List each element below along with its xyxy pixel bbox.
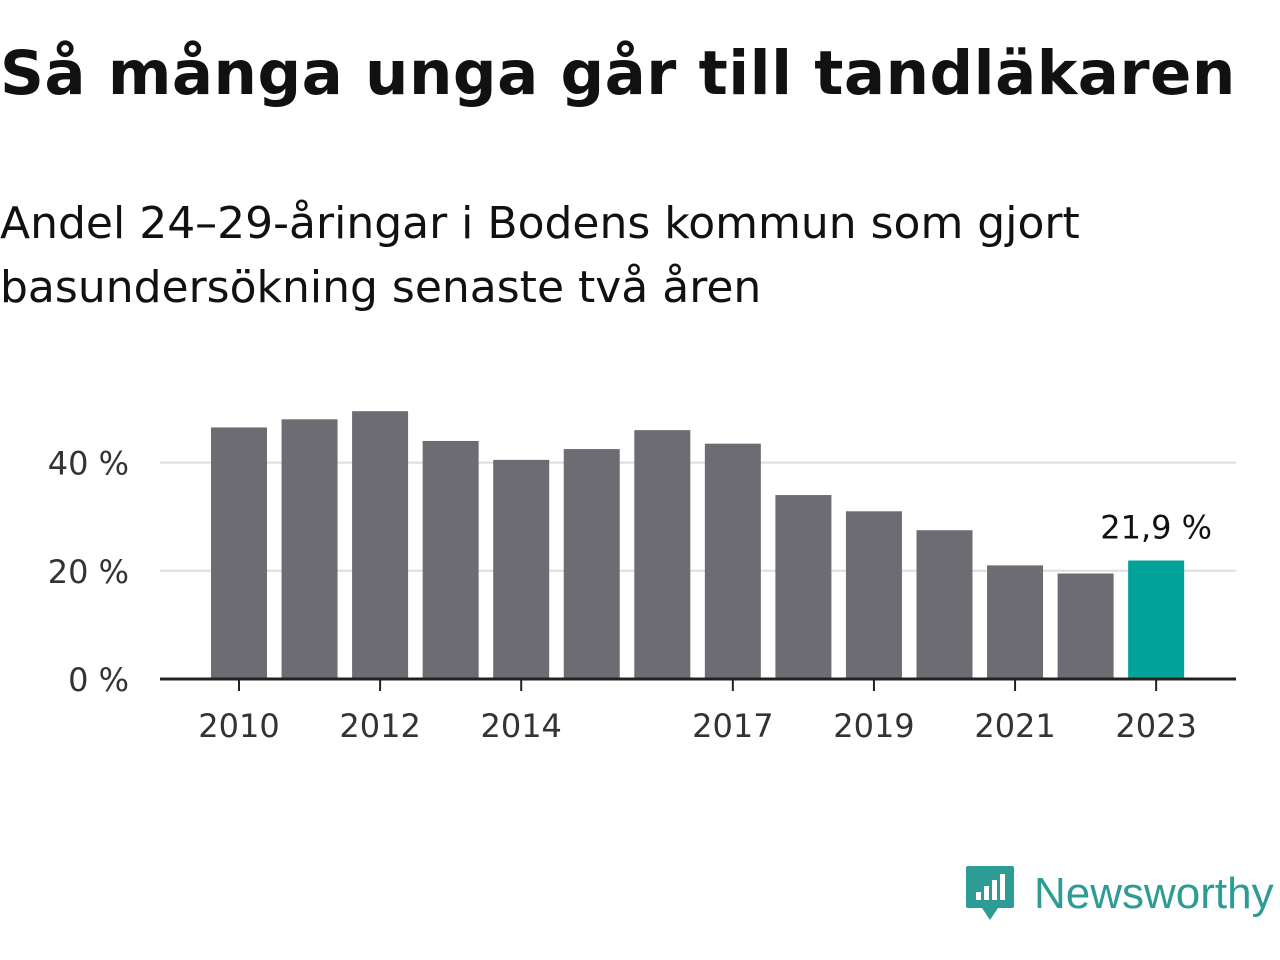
- x-tick-label: 2012: [339, 707, 420, 745]
- bar: [563, 449, 620, 679]
- newsworthy-logo: Newsworthy: [964, 864, 1274, 924]
- chart-title: Så många unga går till tandläkaren: [0, 38, 1236, 109]
- bar: [281, 419, 338, 679]
- chart-subtitle: Andel 24–29-åringar i Bodens kommun som …: [0, 198, 1080, 313]
- bar: [211, 427, 267, 679]
- y-tick-label: 0 %: [68, 661, 129, 699]
- y-tick-label: 40 %: [48, 445, 129, 483]
- bar: [845, 511, 902, 679]
- bar-chart: 0 % 20 % 40 % 2010 2012 2014 2017 2019 2021 2023 2…: [48, 411, 1236, 745]
- x-tick-label: 2010: [198, 707, 279, 745]
- y-tick-label: 20 %: [48, 553, 129, 591]
- bar: [493, 459, 550, 679]
- brand-name: Newsworthy: [1034, 869, 1274, 918]
- bar: [775, 495, 832, 679]
- bar: [422, 440, 479, 679]
- x-tick-label: 2017: [692, 707, 773, 745]
- bar: [634, 430, 691, 679]
- bar: [1057, 573, 1114, 679]
- bar: [916, 530, 973, 679]
- x-tick-label: 2019: [833, 707, 914, 745]
- x-tick-label: 2023: [1115, 707, 1196, 745]
- data-label: 21,9 %: [1100, 509, 1212, 547]
- bar: [1128, 560, 1185, 679]
- x-tick-label: 2014: [480, 707, 561, 745]
- bar: [704, 443, 761, 679]
- x-tick-label: 2021: [974, 707, 1055, 745]
- newsworthy-logo-icon: [966, 866, 1014, 920]
- bar: [352, 411, 409, 679]
- bar: [987, 565, 1044, 679]
